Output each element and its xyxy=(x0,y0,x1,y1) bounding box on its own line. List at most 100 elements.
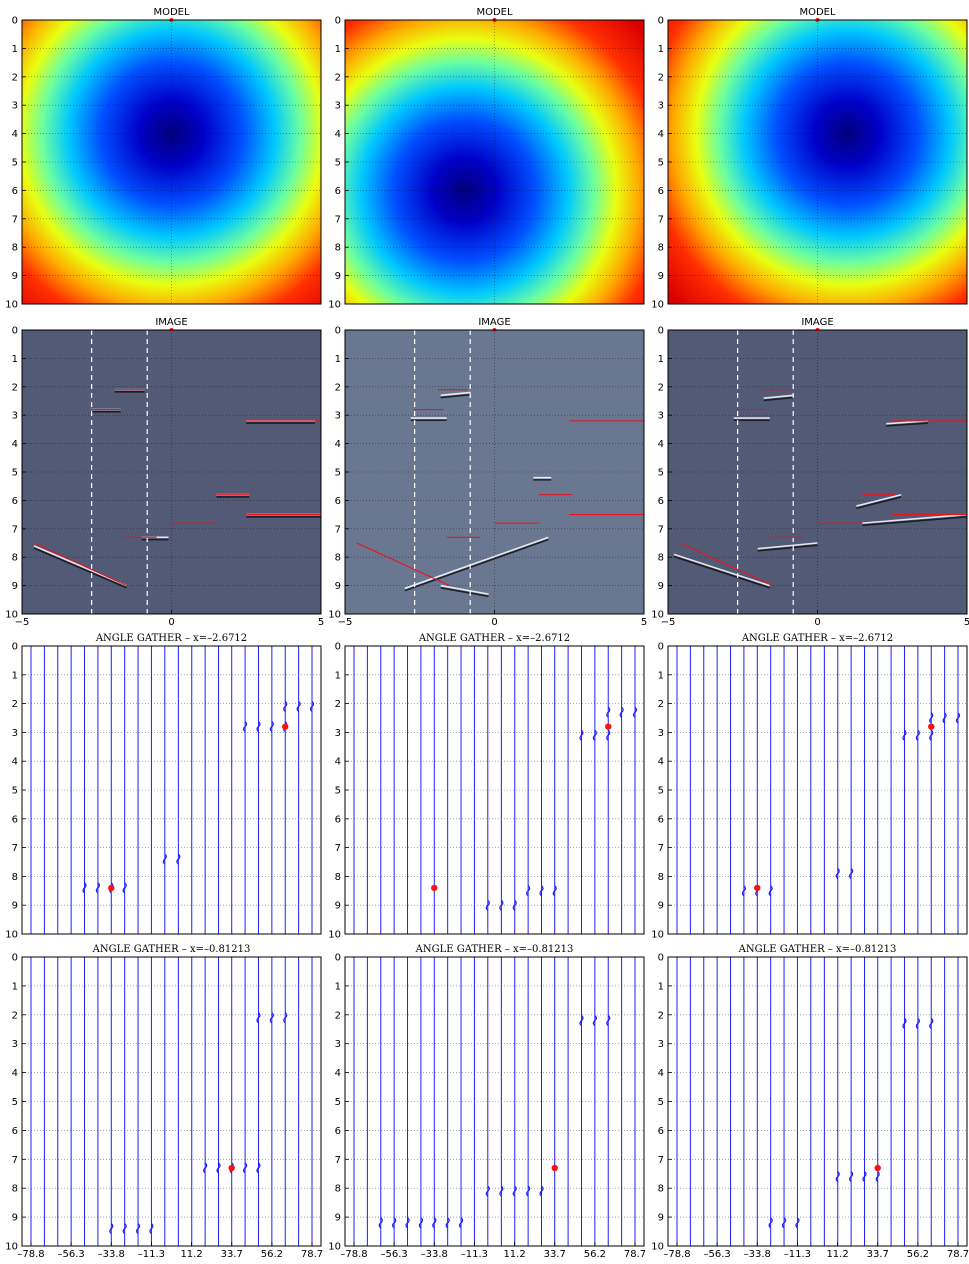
y-tick-label: 6 xyxy=(658,814,664,825)
y-tick-label: 0 xyxy=(335,953,341,964)
trace-wiggle xyxy=(512,899,517,911)
trace-wiggle xyxy=(405,1217,410,1229)
y-tick-label: 2 xyxy=(335,1010,341,1021)
panel-title: MODEL xyxy=(799,7,836,18)
x-tick-label: 11.2 xyxy=(826,1249,848,1260)
trace-wiggle xyxy=(539,885,544,897)
trace-wiggle xyxy=(579,729,584,741)
y-tick-label: 1 xyxy=(12,354,18,365)
y-tick-label: 5 xyxy=(658,786,664,797)
true-reflector xyxy=(33,542,127,587)
gather-background xyxy=(22,957,321,1246)
y-tick-label: 4 xyxy=(12,129,18,140)
image-event-dark xyxy=(673,555,770,589)
true-reflector xyxy=(679,542,773,587)
y-tick-label: 4 xyxy=(12,1068,18,1079)
y-tick-label: 7 xyxy=(12,524,18,535)
trace-wiggle xyxy=(741,885,747,897)
y-tick-label: 10 xyxy=(651,610,664,621)
y-tick-label: 2 xyxy=(12,72,18,83)
y-tick-label: 7 xyxy=(12,214,18,225)
panel-0-0: MODEL 0 1 2 3 4 5 6 7 8 9 10 xyxy=(5,7,322,311)
trace-wiggle xyxy=(256,1012,261,1024)
expected-depth-marker xyxy=(551,1164,558,1172)
y-tick-label: 0 xyxy=(658,953,664,964)
y-tick-label: 10 xyxy=(328,1242,341,1253)
image-event-bright xyxy=(673,553,770,587)
x-tick-label: –56.3 xyxy=(381,1249,408,1260)
y-tick-label: 9 xyxy=(335,271,341,282)
x-tick-label: –11.3 xyxy=(461,1249,488,1260)
x-tick-label: –33.8 xyxy=(421,1249,448,1260)
y-tick-label: 2 xyxy=(658,72,664,83)
y-tick-label: 8 xyxy=(658,872,664,883)
y-tick-label: 2 xyxy=(335,699,341,710)
y-tick-label: 1 xyxy=(658,44,664,55)
y-tick-label: 8 xyxy=(658,243,664,254)
y-tick-label: 8 xyxy=(335,872,341,883)
y-tick-label: 6 xyxy=(658,1126,664,1137)
expected-depth-marker xyxy=(605,723,612,730)
y-tick-label: 1 xyxy=(658,354,664,365)
expected-depth-marker xyxy=(928,723,935,730)
trace-wiggle xyxy=(122,882,127,894)
gather-background xyxy=(345,957,644,1246)
y-tick-label: 0 xyxy=(12,326,18,337)
trace-wiggle xyxy=(256,721,261,733)
y-tick-label: 1 xyxy=(12,44,18,55)
y-tick-label: 8 xyxy=(12,1184,18,1195)
image-event-bright xyxy=(757,542,818,550)
x-tick-label: –33.8 xyxy=(98,1249,125,1260)
panel-title: ANGLE GATHER – x=–2.6712 xyxy=(418,633,570,644)
y-tick-label: 5 xyxy=(12,1097,18,1108)
y-tick-label: 2 xyxy=(12,699,18,710)
trace-wiggle xyxy=(216,1162,221,1174)
x-tick-label: −5 xyxy=(338,617,353,628)
trace-wiggle xyxy=(835,1171,840,1183)
y-tick-label: 6 xyxy=(12,186,18,197)
trace-wiggle xyxy=(862,1171,867,1183)
y-tick-label: 10 xyxy=(651,930,664,941)
y-tick-label: 1 xyxy=(12,981,18,992)
image-event-dark xyxy=(404,538,549,592)
image-event-dark xyxy=(757,544,818,552)
y-tick-label: 10 xyxy=(5,610,18,621)
image-event-dark xyxy=(440,393,471,399)
y-tick-label: 9 xyxy=(12,271,18,282)
panel-title: IMAGE xyxy=(155,317,187,328)
trace-wiggle xyxy=(942,712,947,724)
expected-depth-marker xyxy=(228,1164,235,1172)
image-event-bright xyxy=(440,584,489,595)
y-tick-label: 1 xyxy=(335,44,341,55)
y-tick-label: 4 xyxy=(335,129,341,140)
y-tick-label: 0 xyxy=(335,642,341,653)
panel-title: ANGLE GATHER – x=–2.6712 xyxy=(95,633,247,644)
trace-wiggle xyxy=(432,1217,437,1229)
trace-wiggle xyxy=(632,706,638,718)
y-tick-label: 3 xyxy=(12,101,18,112)
gather-background xyxy=(345,646,644,934)
y-tick-label: 6 xyxy=(12,496,18,507)
x-tick-label: 0 xyxy=(814,617,820,628)
y-tick-label: 6 xyxy=(12,1126,18,1137)
y-tick-label: 7 xyxy=(658,524,664,535)
expected-depth-marker xyxy=(282,723,289,730)
x-tick-label: 56.2 xyxy=(261,1249,283,1260)
trace-wiggle xyxy=(875,1171,880,1183)
y-tick-label: 6 xyxy=(658,186,664,197)
trace-wiggle xyxy=(418,1217,424,1229)
panel-2-0: ANGLE GATHER – x=–2.6712 0 1 2 3 4 5 6 7 8 9 10 xyxy=(5,633,322,941)
trace-wiggle xyxy=(109,1223,114,1235)
x-tick-label: 78.7 xyxy=(947,1249,969,1260)
trace-wiggle xyxy=(781,1217,787,1229)
y-tick-label: 8 xyxy=(335,553,341,564)
trace-wiggle xyxy=(552,885,557,897)
trace-wiggle xyxy=(269,721,274,733)
trace-wiggle xyxy=(162,853,167,865)
trace-wiggle xyxy=(525,885,531,897)
y-tick-label: 3 xyxy=(658,728,664,739)
y-tick-label: 2 xyxy=(335,382,341,393)
trace-wiggle xyxy=(485,1185,490,1197)
trace-wiggle xyxy=(848,868,854,880)
